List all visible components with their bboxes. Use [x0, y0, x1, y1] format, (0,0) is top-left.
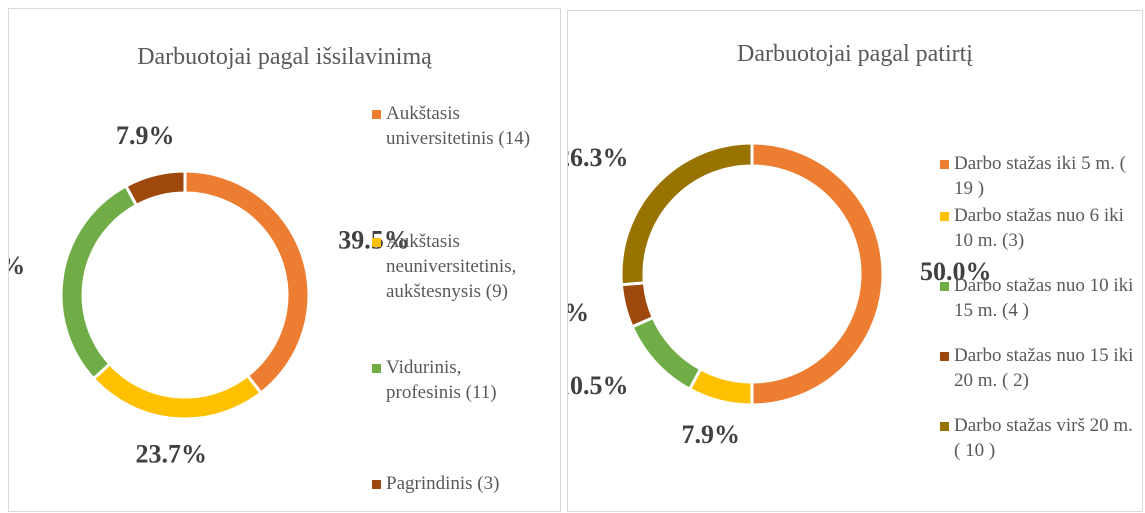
value-label: 26.3%	[568, 143, 628, 172]
value-label: 5.3%	[568, 298, 589, 327]
legend-label: Darbo stažas iki 5 m. ( 19 )	[954, 153, 1127, 199]
legend-swatch	[372, 110, 381, 119]
slice	[123, 169, 187, 208]
legend-item: Aukštasis neuniversitetinis, aukštesnysi…	[372, 229, 532, 304]
legend-label: Darbo stažas nuo 6 iki 10 m. (3)	[954, 205, 1124, 251]
legend-label: Darbo stažas nuo 10 iki 15 m. (4 )	[954, 275, 1134, 321]
value-label: 28.9%	[9, 251, 25, 280]
legend-item: Darbo stažas virš 20 m. ( 10 )	[940, 413, 1140, 463]
chart-title: Darbuotojai pagal išsilavinimą	[137, 44, 432, 70]
legend-swatch	[372, 480, 381, 489]
legend-swatch	[940, 160, 949, 169]
value-label: 10.5%	[568, 371, 628, 400]
value-label: 7.9%	[116, 121, 175, 150]
legend-swatch	[372, 364, 381, 373]
legend-item: Darbo stažas nuo 10 iki 15 m. (4 )	[940, 273, 1140, 323]
legend-swatch	[940, 352, 949, 361]
slice	[183, 169, 311, 396]
value-label: 23.7%	[136, 439, 208, 468]
legend-label: Aukštasis neuniversitetinis, aukštesnysi…	[386, 231, 517, 302]
value-label: 50.0%	[920, 257, 992, 286]
legend-swatch	[940, 212, 949, 221]
legend-item: Darbo stažas iki 5 m. ( 19 )	[940, 151, 1140, 201]
legend-label: Vidurinis, profesinis (11)	[386, 357, 497, 403]
legend-item: Aukštasis universitetinis (14)	[372, 101, 532, 151]
legend-label: Aukštasis universitetinis (14)	[386, 103, 531, 149]
chart: 39.5%23.7%28.9%7.9%	[9, 121, 410, 468]
slice	[619, 281, 656, 329]
legend-swatch	[940, 422, 949, 431]
value-label: 7.9%	[681, 420, 740, 449]
slice	[750, 141, 885, 407]
legend-label: Darbo stažas virš 20 m. ( 10 )	[954, 415, 1133, 461]
slice	[619, 141, 754, 287]
legend-label: Darbo stažas nuo 15 iki 20 m. ( 2)	[954, 345, 1134, 391]
slice	[59, 183, 139, 381]
legend-item: Pagrindinis (3)	[372, 471, 532, 496]
chart-panel: Darbuotojai pagal išsilavinimą 39.5%23.7…	[8, 8, 561, 512]
legend-item: Darbo stažas nuo 15 iki 20 m. ( 2)	[940, 343, 1140, 393]
chart-title: Darbuotojai pagal patirtį	[737, 41, 973, 67]
legend-label: Pagrindinis (3)	[386, 473, 500, 494]
legend-item: Darbo stažas nuo 6 iki 10 m. (3)	[940, 203, 1140, 253]
chart-panel: Darbuotojai pagal patirtį 50.0% 7.9% 10.5%…	[567, 10, 1143, 512]
slice	[91, 361, 264, 421]
chart: 50.0% 7.9% 10.5% 5.3% 26.3%	[568, 141, 992, 449]
slice	[630, 315, 703, 392]
legend-swatch	[372, 238, 381, 247]
legend-swatch	[940, 282, 949, 291]
legend-item: Vidurinis, profesinis (11)	[372, 355, 532, 405]
